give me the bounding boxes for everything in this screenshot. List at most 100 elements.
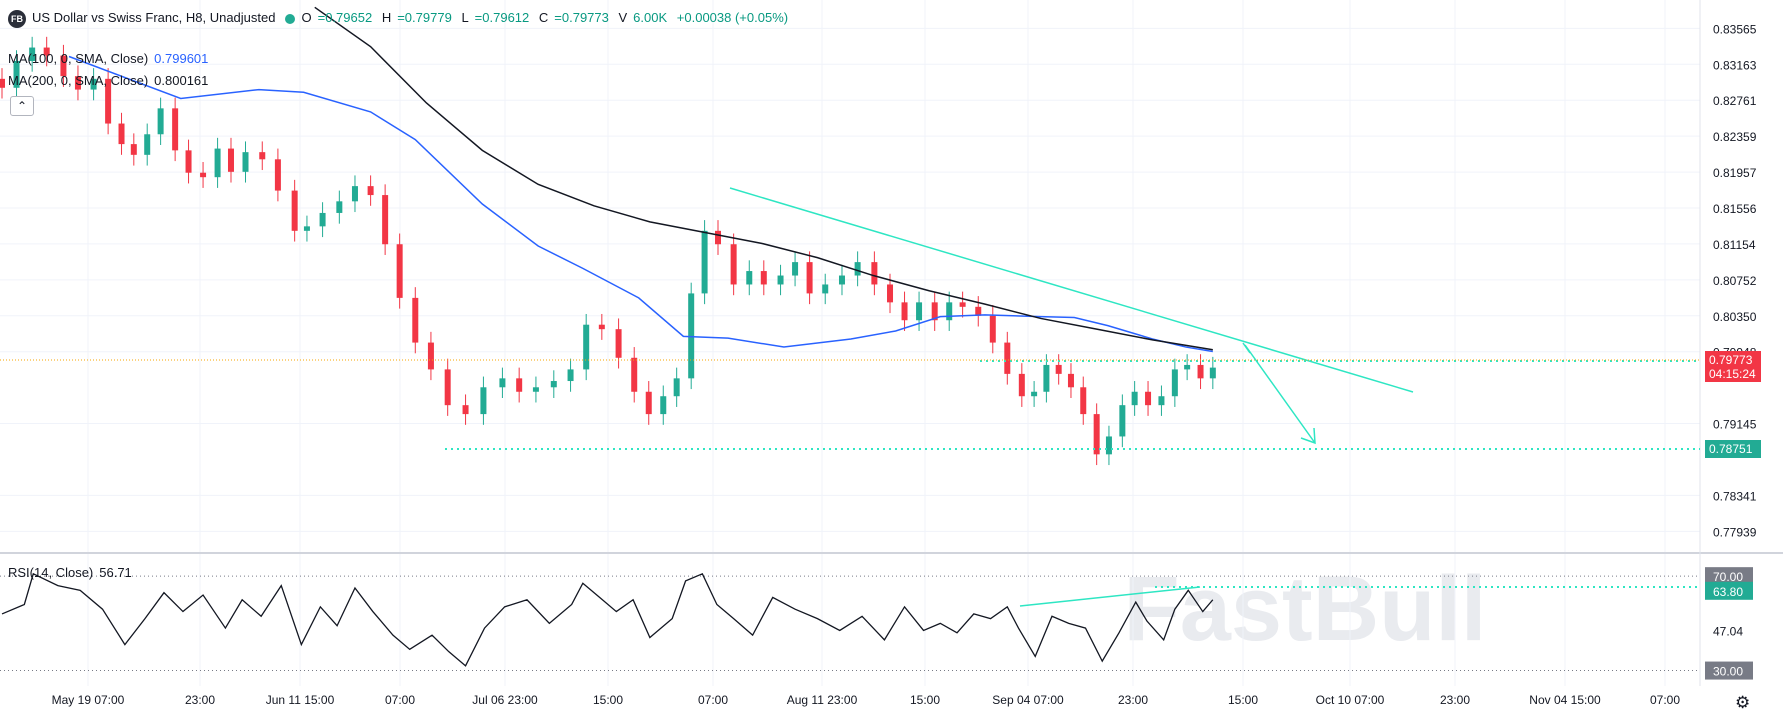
rsi-legend[interactable]: RSI(14, Close) 56.71 (8, 565, 138, 580)
candle-body (615, 329, 622, 358)
price-tick-label: 0.81556 (1713, 202, 1757, 216)
countdown-label: 04:15:24 (1709, 367, 1756, 381)
resistance-trendline (729, 187, 1414, 393)
candle-body (336, 201, 343, 213)
volume-value: 6.00K (633, 10, 668, 26)
candle-body (1004, 342, 1011, 374)
ma200-legend[interactable]: MA(200, 0, SMA, Close) 0.800161 (8, 73, 214, 88)
candle-body (838, 275, 845, 285)
rsi-tick-label: 30.00 (1713, 665, 1743, 679)
rsi-tick-label: 70.00 (1713, 570, 1743, 584)
arrow-head (1300, 427, 1316, 445)
candle-body (444, 369, 451, 406)
candle-body (1080, 387, 1087, 415)
candle-body (303, 226, 310, 231)
ma200-label: MA(200, 0, SMA, Close) (8, 73, 149, 88)
candle-body (462, 405, 469, 415)
candle-body (887, 284, 894, 303)
candle-body (74, 76, 81, 90)
grid: FastBull (0, 0, 1783, 686)
ma100-legend[interactable]: MA(100, 0, SMA, Close) 0.799601 (8, 51, 214, 66)
candle-body (1043, 364, 1050, 392)
price-tick-label: 0.79145 (1713, 417, 1757, 431)
time-tick-label: 07:00 (385, 693, 415, 707)
candle-body (1145, 391, 1152, 406)
support-price-label: 0.78751 (1709, 442, 1753, 456)
close-label: C (538, 10, 549, 26)
candle-body (1184, 364, 1191, 370)
candle-body (583, 324, 590, 370)
gear-icon[interactable]: ⚙ (1735, 693, 1751, 712)
candle-body (550, 381, 557, 388)
candle-body (714, 230, 721, 245)
candle-body (1171, 369, 1178, 397)
price-tick-label: 0.82359 (1713, 130, 1757, 144)
candle-body (631, 357, 638, 392)
price-tick-label: 0.80752 (1713, 274, 1757, 288)
time-tick-label: 15:00 (910, 693, 940, 707)
rsi-level-box (1705, 567, 1753, 586)
time-tick-label: 07:00 (698, 693, 728, 707)
price-tick-label: 0.80350 (1713, 310, 1757, 324)
ma100-label: MA(100, 0, SMA, Close) (8, 51, 149, 66)
time-tick-label: 23:00 (185, 693, 215, 707)
candle-body (1197, 364, 1204, 379)
current-price-box (1705, 351, 1761, 382)
candle-body (1119, 405, 1126, 437)
price-axis: 0.83565 0.83163 0.82761 0.82359 0.81957 0.815… (1713, 22, 1757, 539)
rsi-pane: 70.00 47.04 30.00 63.80 (0, 567, 1753, 680)
collapse-legend-button[interactable]: ⌃ (10, 96, 34, 116)
candle-body (688, 293, 695, 379)
symbol-legend: FB US Dollar vs Swiss Franc, H8, Unadjust… (8, 10, 794, 28)
candle-body (854, 262, 861, 276)
price-tick-label: 0.81957 (1713, 166, 1757, 180)
candle-body (567, 369, 574, 382)
candle-body (746, 271, 753, 285)
open-value: =0.79652 (317, 10, 373, 26)
time-tick-label: 07:00 (1650, 693, 1680, 707)
close-value: =0.79773 (554, 10, 609, 26)
rsi-current-label: 63.80 (1713, 585, 1743, 599)
candle-body (291, 190, 298, 231)
candle-body (959, 302, 966, 307)
candle-body (259, 152, 266, 160)
moving-averages (68, 6, 1213, 353)
candle-body (1209, 367, 1216, 379)
time-tick-label: Jul 06 23:00 (472, 693, 538, 707)
time-axis: May 19 07:00 23:00 Jun 11 15:00 07:00 Jul 06… (52, 693, 1681, 707)
candle-body (396, 244, 403, 298)
annotations (0, 187, 1700, 450)
candle-body (516, 378, 523, 392)
candle-body (806, 262, 813, 294)
time-tick-label: Oct 10 07:00 (1316, 693, 1385, 707)
candle-body (185, 150, 192, 173)
high-label: H (381, 10, 392, 26)
time-tick-label: 23:00 (1440, 693, 1470, 707)
price-tick-label: 0.82761 (1713, 94, 1757, 108)
candle-body (105, 78, 112, 124)
rsi-tick-label: 47.04 (1713, 624, 1743, 638)
current-price-label: 0.79773 (1709, 353, 1753, 367)
symbol-title[interactable]: US Dollar vs Swiss Franc, H8, Unadjusted (32, 10, 276, 26)
rsi-value: 56.71 (99, 565, 132, 580)
candle-body (989, 315, 996, 343)
low-value: =0.79612 (474, 10, 530, 26)
candle-body (144, 134, 151, 155)
price-tick-label: 0.83565 (1713, 22, 1757, 36)
candle-body (118, 123, 125, 145)
candle-body (200, 172, 207, 178)
candle-body (701, 230, 708, 294)
candle-body (1093, 414, 1100, 455)
candle-body (645, 391, 652, 415)
ma100-line (68, 55, 1213, 353)
candle-body (214, 148, 221, 178)
low-label: L (461, 10, 469, 26)
candle-body (227, 148, 234, 172)
candle-body (792, 262, 799, 276)
candle-body (412, 297, 419, 343)
time-tick-label: 15:00 (593, 693, 623, 707)
candle-body (0, 78, 5, 88)
support-price-box (1705, 440, 1761, 458)
